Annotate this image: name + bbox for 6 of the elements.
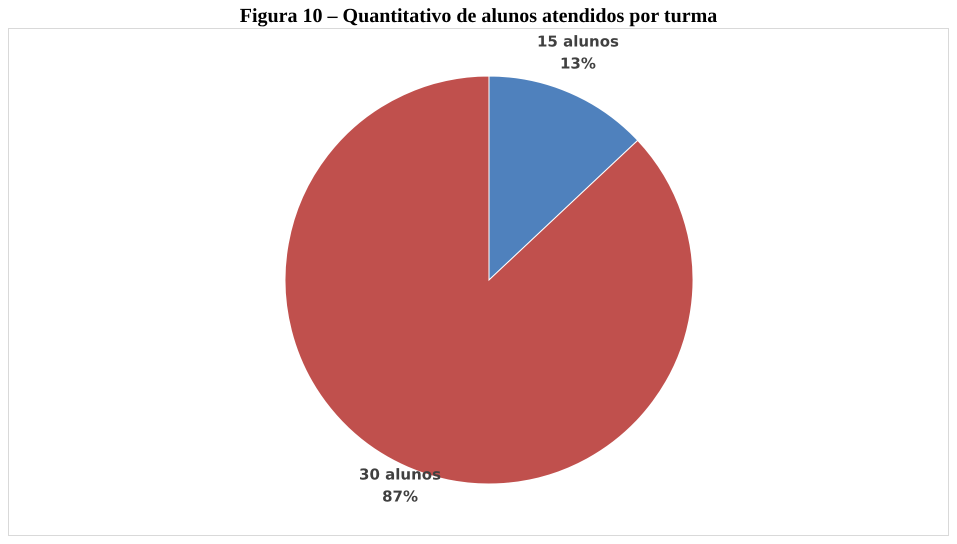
data-label: 87% (382, 488, 418, 506)
chart-title: Figura 10 – Quantitativo de alunos atendidos por turma (240, 5, 718, 27)
slice-label: 30 alunos (359, 466, 442, 484)
data-label: 13% (560, 54, 596, 72)
slice-label: 15 alunos (536, 32, 620, 50)
pie-slice (284, 76, 694, 484)
